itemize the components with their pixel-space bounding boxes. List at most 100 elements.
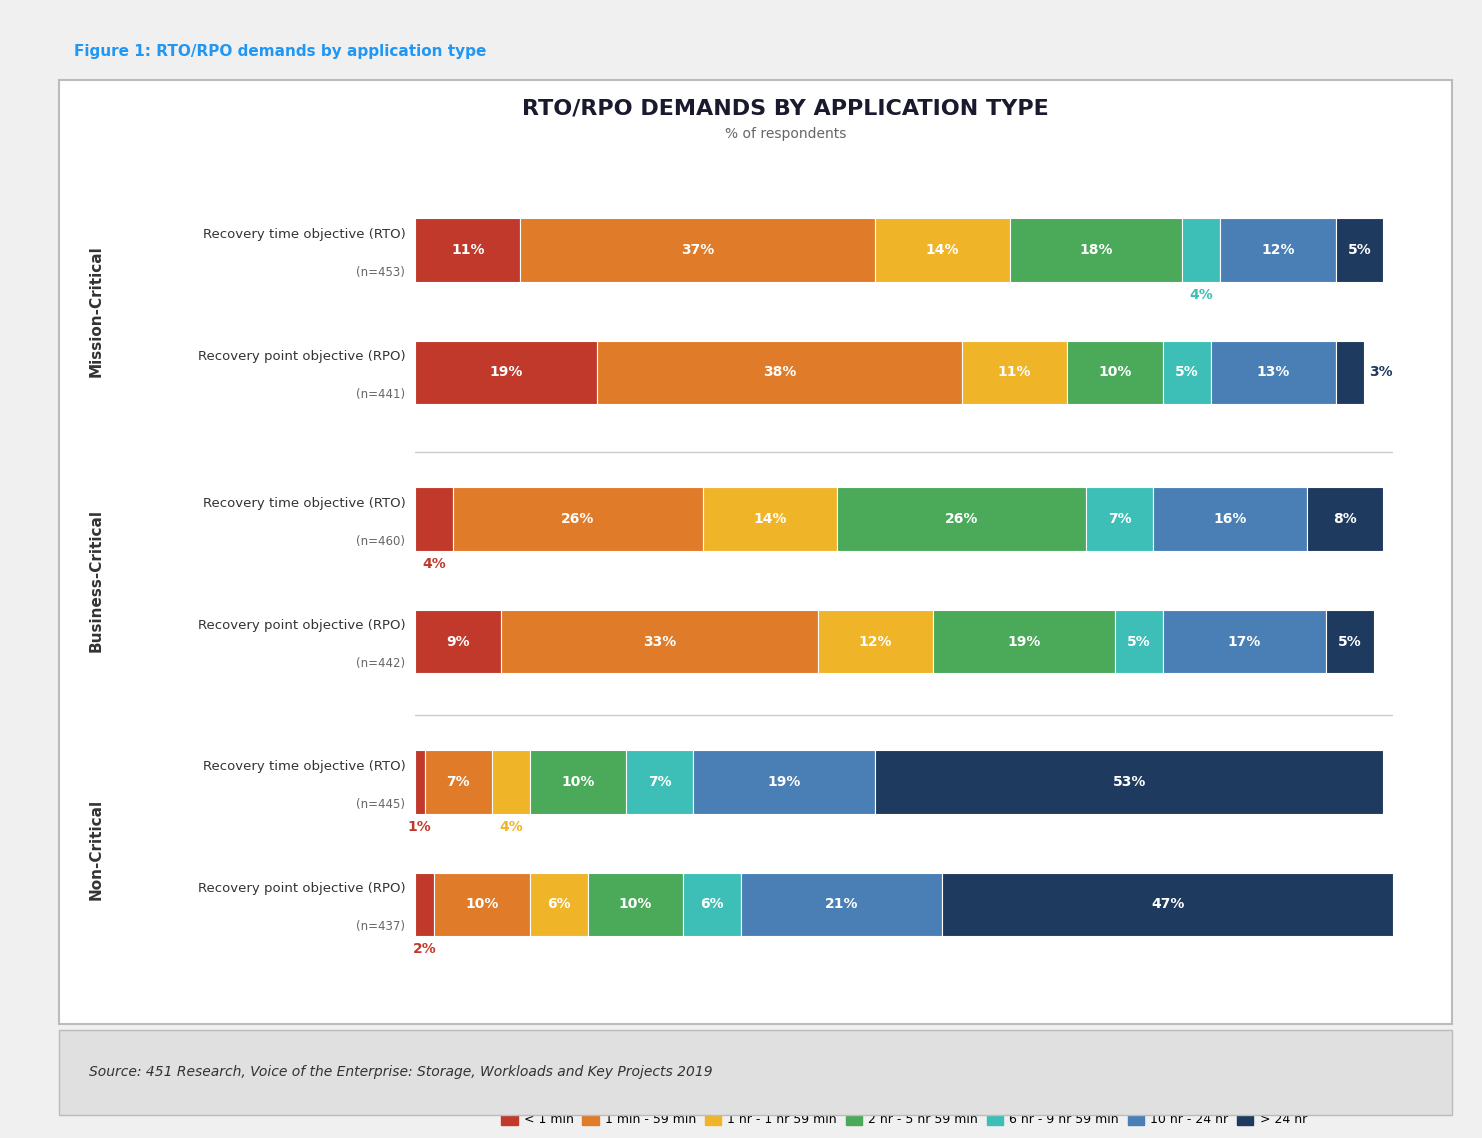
Text: (n=442): (n=442) [356, 657, 406, 670]
Bar [1009, 218, 1183, 282]
Text: 2%: 2% [412, 942, 436, 956]
Text: 11%: 11% [997, 365, 1031, 379]
Bar [962, 340, 1067, 404]
Text: 19%: 19% [489, 365, 523, 379]
Text: 8%: 8% [1334, 512, 1358, 526]
Text: Non-Critical: Non-Critical [89, 799, 104, 900]
Bar [492, 750, 531, 814]
Bar [702, 487, 837, 551]
Bar [683, 873, 741, 937]
Text: 9%: 9% [446, 635, 470, 649]
Text: 5%: 5% [1128, 635, 1152, 649]
Bar [1307, 487, 1384, 551]
Text: 4%: 4% [422, 558, 446, 571]
Text: 5%: 5% [1338, 635, 1362, 649]
Text: 18%: 18% [1079, 244, 1113, 257]
Text: Business-Critical: Business-Critical [89, 509, 104, 652]
Text: (n=437): (n=437) [356, 920, 406, 933]
Text: 7%: 7% [648, 775, 671, 789]
Text: 5%: 5% [1175, 365, 1199, 379]
Bar [597, 340, 962, 404]
Bar [415, 873, 434, 937]
Text: 1%: 1% [408, 820, 431, 834]
Bar [415, 610, 501, 674]
Text: 10%: 10% [465, 898, 499, 912]
Text: Recovery point objective (RPO): Recovery point objective (RPO) [197, 882, 406, 896]
Text: Recovery time objective (RTO): Recovery time objective (RTO) [203, 228, 406, 241]
Text: 12%: 12% [858, 635, 892, 649]
Legend: < 1 min, 1 min - 59 min, 1 hr - 1 hr 59 min, 2 hr - 5 hr 59 min, 6 hr - 9 hr 59 : < 1 min, 1 min - 59 min, 1 hr - 1 hr 59 … [496, 1108, 1312, 1131]
Bar [424, 750, 492, 814]
Bar [1086, 487, 1153, 551]
Bar [415, 218, 520, 282]
Bar [1335, 340, 1365, 404]
Text: 12%: 12% [1261, 244, 1295, 257]
Text: % of respondents: % of respondents [725, 127, 846, 141]
Text: 4%: 4% [1190, 288, 1214, 302]
Bar [501, 610, 818, 674]
Text: 38%: 38% [763, 365, 796, 379]
Bar [625, 750, 694, 814]
Text: RTO/RPO DEMANDS BY APPLICATION TYPE: RTO/RPO DEMANDS BY APPLICATION TYPE [522, 98, 1049, 118]
Text: 37%: 37% [682, 244, 714, 257]
Text: 16%: 16% [1214, 512, 1246, 526]
Bar [1163, 340, 1211, 404]
Text: Recovery point objective (RPO): Recovery point objective (RPO) [197, 351, 406, 363]
Text: 26%: 26% [946, 512, 978, 526]
Text: (n=441): (n=441) [356, 388, 406, 401]
Bar [434, 873, 531, 937]
Text: 3%: 3% [1369, 365, 1393, 379]
Bar [741, 873, 943, 937]
Bar [943, 873, 1393, 937]
Text: 26%: 26% [562, 512, 594, 526]
Bar [520, 218, 876, 282]
Text: 14%: 14% [753, 512, 787, 526]
Bar [1335, 218, 1384, 282]
Text: 47%: 47% [1152, 898, 1184, 912]
Text: Recovery point objective (RPO): Recovery point objective (RPO) [197, 619, 406, 632]
Text: 6%: 6% [701, 898, 725, 912]
Text: 6%: 6% [547, 898, 571, 912]
Bar [1183, 218, 1221, 282]
Text: 13%: 13% [1257, 365, 1289, 379]
Bar [1163, 610, 1326, 674]
Text: 10%: 10% [562, 775, 594, 789]
Text: Source: 451 Research, Voice of the Enterprise: Storage, Workloads and Key Projec: Source: 451 Research, Voice of the Enter… [89, 1065, 713, 1079]
Text: 7%: 7% [1109, 512, 1132, 526]
Bar [1153, 487, 1307, 551]
Bar [1067, 340, 1163, 404]
Bar [531, 873, 587, 937]
Bar [1221, 218, 1335, 282]
Text: 21%: 21% [825, 898, 858, 912]
Text: 53%: 53% [1113, 775, 1146, 789]
Bar [587, 873, 683, 937]
Bar [837, 487, 1086, 551]
Text: 10%: 10% [619, 898, 652, 912]
Bar [1211, 340, 1335, 404]
Text: Recovery time objective (RTO): Recovery time objective (RTO) [203, 760, 406, 773]
Bar [876, 750, 1384, 814]
Bar [415, 487, 453, 551]
Text: 4%: 4% [499, 820, 523, 834]
Bar [415, 340, 597, 404]
Text: 5%: 5% [1347, 244, 1371, 257]
Text: Figure 1: RTO/RPO demands by application type: Figure 1: RTO/RPO demands by application… [74, 43, 486, 59]
Text: (n=460): (n=460) [356, 535, 406, 547]
Text: 14%: 14% [926, 244, 959, 257]
Text: (n=453): (n=453) [357, 265, 406, 279]
Bar [1326, 610, 1374, 674]
Text: Recovery time objective (RTO): Recovery time objective (RTO) [203, 497, 406, 510]
Bar [694, 750, 876, 814]
Text: 19%: 19% [768, 775, 800, 789]
Bar [453, 487, 702, 551]
Bar [531, 750, 625, 814]
Text: 10%: 10% [1098, 365, 1132, 379]
Text: 11%: 11% [451, 244, 485, 257]
Bar [1114, 610, 1163, 674]
Bar [818, 610, 932, 674]
Text: 17%: 17% [1227, 635, 1261, 649]
Text: 33%: 33% [643, 635, 676, 649]
Bar [415, 750, 424, 814]
Text: (n=445): (n=445) [356, 798, 406, 810]
Bar [876, 218, 1009, 282]
